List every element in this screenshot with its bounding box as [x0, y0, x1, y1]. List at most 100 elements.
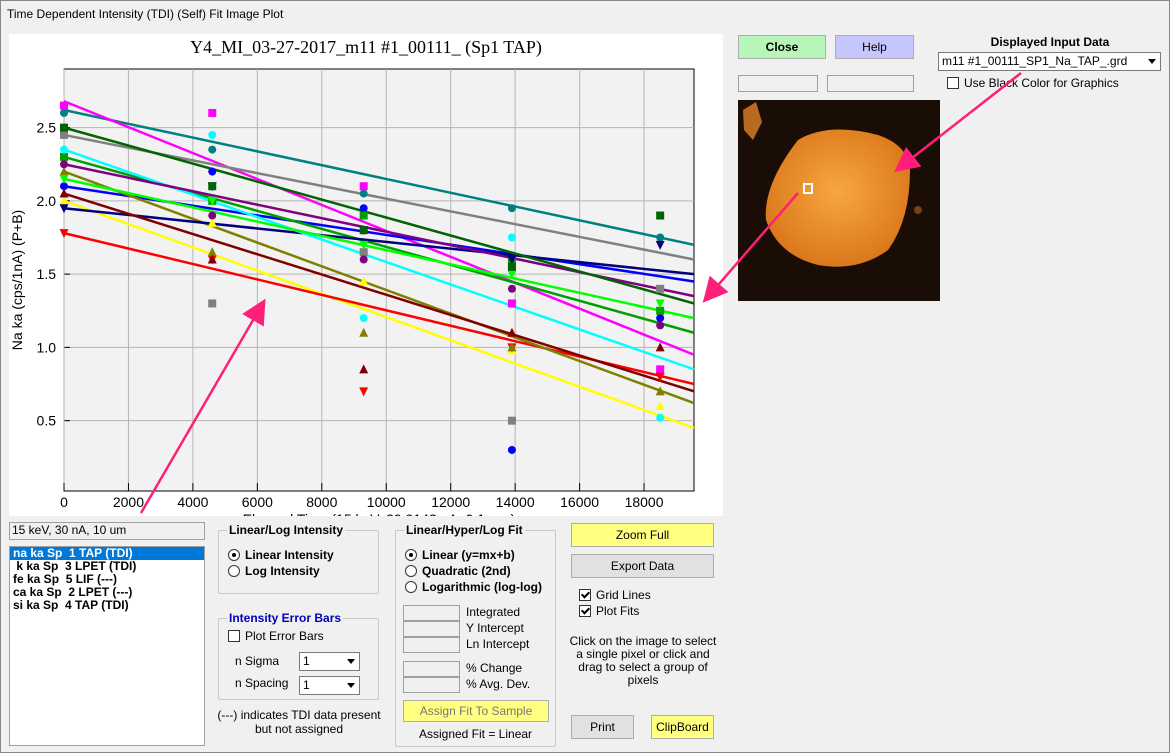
list-item[interactable]: k ka Sp 3 LPET (TDI)	[13, 559, 137, 573]
export-button[interactable]: Export Data	[571, 554, 714, 578]
point	[59, 188, 69, 198]
label: Assigned Fit = Linear	[418, 727, 533, 741]
list-item[interactable]: fe ka Sp 5 LIF (---)	[13, 572, 118, 586]
label: Quadratic (2nd)	[422, 564, 511, 578]
radio[interactable]	[228, 549, 240, 561]
label: Y Intercept	[466, 621, 524, 635]
point	[60, 108, 68, 117]
point	[59, 166, 69, 176]
point	[60, 145, 68, 154]
field	[403, 677, 460, 693]
field	[403, 621, 460, 637]
point	[507, 445, 516, 454]
checkbox[interactable]	[579, 589, 591, 601]
label: Integrated	[466, 605, 521, 619]
point	[208, 182, 217, 191]
point	[207, 254, 217, 264]
list-item[interactable]: na ka Sp 1 TAP (TDI)	[10, 547, 204, 560]
point	[60, 130, 68, 139]
label: Ln Intercept	[466, 637, 530, 651]
sigma-dropdown[interactable]: 1	[299, 652, 360, 671]
point	[60, 101, 68, 110]
label: Log Intensity	[245, 564, 320, 578]
clipboard-button[interactable]: ClipBoard	[651, 715, 714, 739]
field	[827, 75, 914, 92]
x-tick-label: 14000	[496, 494, 535, 510]
fit-line	[63, 126, 695, 305]
point	[59, 229, 69, 239]
radio[interactable]	[405, 581, 417, 593]
point	[656, 284, 665, 293]
radio[interactable]	[228, 565, 240, 577]
x-tick-label: 6000	[242, 494, 273, 510]
fit-line	[63, 177, 695, 320]
checkbox[interactable]	[228, 630, 240, 642]
point	[359, 387, 369, 397]
y-tick-label: 0.5	[37, 413, 57, 429]
image-map[interactable]	[738, 100, 940, 301]
assign-button[interactable]: Assign Fit To Sample	[403, 700, 549, 722]
help-button[interactable]: Help	[835, 35, 914, 59]
point	[207, 247, 217, 257]
point	[359, 211, 368, 220]
point	[359, 240, 369, 250]
field	[403, 605, 460, 621]
point	[656, 365, 665, 374]
list-item[interactable]: si ka Sp 4 TAP (TDI)	[13, 598, 129, 612]
spacing-dropdown[interactable]: 1	[299, 676, 360, 695]
fit-line	[63, 170, 695, 405]
point	[656, 321, 665, 330]
group-title: Intensity Error Bars	[227, 611, 344, 625]
checkbox[interactable]	[947, 77, 959, 89]
point	[208, 108, 217, 117]
point	[656, 211, 665, 220]
checkbox[interactable]	[579, 605, 591, 617]
x-tick-label: 18000	[625, 494, 664, 510]
point	[59, 195, 69, 205]
point	[59, 174, 69, 184]
x-tick-label: 12000	[431, 494, 470, 510]
x-tick-label: 2000	[113, 494, 144, 510]
point	[507, 204, 516, 213]
label: n Sigma	[235, 654, 280, 668]
point	[359, 248, 368, 257]
element-list[interactable]: na ka Sp 1 TAP (TDI) k ka Sp 3 LPET (TDI…	[9, 546, 205, 746]
print-button[interactable]: Print	[571, 715, 634, 739]
point	[359, 276, 369, 286]
chart: Y4_MI_03-27-2017_m11 #1_00111_ (Sp1 TAP)…	[9, 34, 723, 516]
fit-line	[63, 206, 695, 276]
radio[interactable]	[405, 549, 417, 561]
list-item[interactable]: ca ka Sp 2 LPET (---)	[13, 585, 133, 599]
field	[403, 661, 460, 677]
x-axis-label: Elapsed Time (15 keV, 29.9142 nA, 0.1 se…	[243, 511, 516, 516]
point	[655, 386, 665, 396]
point	[359, 189, 368, 198]
point	[656, 314, 665, 323]
group-title: Linear/Hyper/Log Fit	[404, 523, 525, 537]
point	[507, 284, 516, 293]
status: 15 keV, 30 nA, 10 um	[9, 522, 205, 540]
point	[359, 314, 368, 323]
point	[208, 299, 217, 308]
field	[403, 637, 460, 653]
point	[507, 270, 517, 280]
close-button[interactable]: Close	[738, 35, 826, 59]
point	[359, 255, 368, 264]
label: Grid Lines	[596, 588, 651, 602]
point	[60, 160, 68, 169]
instructions: Click on the image to select a single pi…	[569, 634, 717, 687]
y-tick-label: 2.0	[37, 193, 57, 209]
point	[655, 240, 665, 250]
radio[interactable]	[405, 565, 417, 577]
fit-line	[63, 108, 695, 247]
y-tick-label: 1.0	[37, 339, 57, 355]
y-axis-label: Na ka (cps/1nA) (P+B)	[9, 210, 25, 350]
point	[208, 167, 217, 176]
x-tick-label: 16000	[560, 494, 599, 510]
point	[656, 306, 665, 315]
label: Plot Fits	[596, 604, 640, 618]
zoom-button[interactable]: Zoom Full	[571, 523, 714, 547]
point	[507, 299, 516, 308]
file-dropdown[interactable]: m11 #1_00111_SP1_Na_TAP_.grd	[938, 52, 1161, 71]
x-tick-label: 10000	[367, 494, 406, 510]
